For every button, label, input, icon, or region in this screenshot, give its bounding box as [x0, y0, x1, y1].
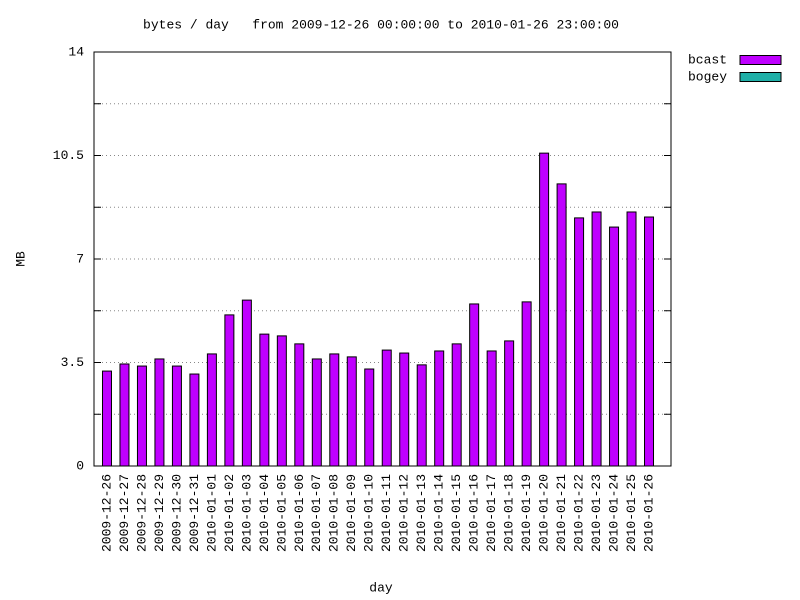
x-tick-label: 2010-01-01: [204, 474, 219, 552]
y-tick-label: 0: [76, 458, 84, 473]
bar: [189, 373, 200, 467]
legend-swatch: [739, 55, 782, 65]
x-tick-label: 2010-01-21: [554, 474, 569, 552]
x-tick-label: 2009-12-27: [117, 474, 132, 552]
bar: [241, 299, 252, 467]
bar: [171, 365, 182, 467]
y-tick-label: 7: [76, 251, 84, 266]
y-tick-label: 14: [68, 44, 84, 59]
bar: [399, 352, 410, 467]
x-tick-label: 2010-01-12: [397, 474, 412, 552]
y-axis-label: MB: [13, 251, 28, 267]
x-tick-label: 2010-01-09: [344, 474, 359, 552]
x-tick-label: 2010-01-03: [239, 474, 254, 552]
bar: [101, 370, 112, 467]
x-tick-label: 2010-01-20: [537, 474, 552, 552]
y-tick-label: 3.5: [61, 355, 84, 370]
bar: [416, 364, 427, 467]
bar: [626, 211, 637, 467]
bar: [556, 183, 567, 467]
x-tick-label: 2010-01-08: [327, 474, 342, 552]
x-tick-label: 2010-01-19: [519, 474, 534, 552]
bar: [294, 343, 305, 467]
legend-label: bogey: [688, 69, 727, 84]
bar: [346, 356, 357, 467]
bar: [644, 216, 655, 467]
x-tick-label: 2009-12-31: [187, 474, 202, 552]
bar: [539, 152, 550, 467]
x-tick-label: 2010-01-04: [257, 474, 272, 552]
x-tick-label: 2010-01-25: [624, 474, 639, 552]
x-tick-label: 2009-12-26: [99, 474, 114, 552]
bar: [521, 301, 532, 467]
bar: [259, 333, 270, 467]
x-tick-label: 2010-01-15: [449, 474, 464, 552]
x-tick-label: 2010-01-16: [467, 474, 482, 552]
bar: [364, 368, 375, 467]
legend-label: bcast: [688, 52, 727, 67]
legend-swatch: [739, 72, 782, 82]
bar: [486, 350, 497, 467]
bar: [504, 340, 515, 467]
x-tick-label: 2010-01-02: [222, 474, 237, 552]
chart-title: bytes / day from 2009-12-26 00:00:00 to …: [143, 17, 619, 32]
plot-border: [93, 51, 672, 467]
x-tick-label: 2010-01-23: [589, 474, 604, 552]
x-tick-label: 2010-01-10: [362, 474, 377, 552]
x-tick-label: 2010-01-17: [484, 474, 499, 552]
bar: [381, 349, 392, 467]
bar: [154, 358, 165, 467]
bar: [311, 358, 322, 467]
x-tick-label: 2010-01-18: [502, 474, 517, 552]
x-tick-label: 2010-01-22: [572, 474, 587, 552]
bar: [206, 353, 217, 467]
x-tick-label: 2010-01-26: [641, 474, 656, 552]
x-tick-label: 2009-12-28: [134, 474, 149, 552]
bar: [119, 363, 130, 467]
bar: [329, 353, 340, 467]
x-tick-label: 2010-01-07: [309, 474, 324, 552]
bar: [136, 365, 147, 467]
x-tick-label: 2009-12-30: [169, 474, 184, 552]
bar: [224, 314, 235, 467]
x-tick-label: 2010-01-11: [379, 474, 394, 552]
bar: [591, 211, 602, 467]
y-tick-label: 10.5: [53, 148, 84, 163]
x-tick-label: 2009-12-29: [152, 474, 167, 552]
x-tick-label: 2010-01-06: [292, 474, 307, 552]
bar: [469, 303, 480, 467]
bar: [434, 350, 445, 467]
x-tick-label: 2010-01-05: [274, 474, 289, 552]
bar: [451, 343, 462, 467]
x-tick-label: 2010-01-14: [432, 474, 447, 552]
x-tick-label: 2010-01-24: [606, 474, 621, 552]
x-axis-label: day: [369, 580, 393, 595]
x-tick-label: 2010-01-13: [414, 474, 429, 552]
bar: [609, 226, 620, 467]
bar: [574, 217, 585, 467]
bar: [276, 335, 287, 467]
